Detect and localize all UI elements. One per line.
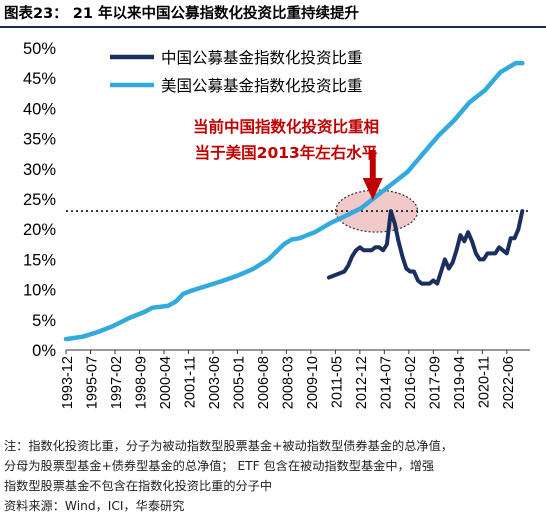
annotation-text: 当前中国指数化投资比重相 (193, 117, 379, 136)
x-tick-label: 2000-04 (158, 356, 174, 409)
notes-block: 注：指数化投资比重，分子为被动指数型股票基金+被动指数型债券基金的总净值， 分母… (4, 436, 542, 516)
x-tick-label: 2019-04 (452, 356, 468, 409)
x-tick-label: 2009-10 (305, 356, 321, 409)
series-line-usa (63, 60, 525, 342)
x-tick-label: 2022-06 (501, 356, 517, 409)
x-tick-label: 1998-09 (133, 356, 149, 409)
note-line: 指数型股票基金不包含在指数化投资比重的分子中 (4, 479, 273, 493)
x-tick-label: 2001-11 (182, 356, 198, 408)
axes: 0% 5% 10% 15% 20% 25% 30% 35% 40% 45% 50% 1993-12 19… (23, 40, 530, 409)
annotation-text: 当于美国2013年左右水平 (195, 143, 378, 162)
y-tick-label: 25% (23, 191, 56, 209)
x-tick-label: 2006-08 (256, 356, 272, 409)
x-tick-label: 2017-09 (427, 356, 443, 409)
x-tick-label: 1995-07 (84, 356, 100, 409)
note-line: 注：指数化投资比重，分子为被动指数型股票基金+被动指数型债券基金的总净值， (4, 439, 453, 453)
x-tick-label: 2016-02 (403, 356, 419, 409)
y-tick-label: 5% (32, 312, 56, 330)
annotation-arrow-head (362, 178, 383, 200)
note-line: 分母为股票型基金+债券型基金的总净值； ETF 包含在被动指数型基金中，增强 (4, 459, 435, 473)
y-tick-label: 40% (23, 100, 56, 118)
y-tick-label: 45% (23, 70, 56, 88)
annotation-arrow-shaft (369, 150, 376, 180)
y-tick-label: 0% (32, 342, 56, 360)
y-tick-label: 20% (23, 221, 56, 239)
x-tick-label: 2014-07 (378, 356, 394, 409)
x-tick-label: 2008-03 (280, 356, 296, 409)
series-line-china (326, 209, 525, 286)
y-tick-label: 15% (23, 251, 56, 269)
x-tick-label: 2012-12 (354, 356, 370, 409)
x-tick-label: 1993-12 (60, 356, 76, 409)
source-line: 资料来源：Wind，ICI，华泰研究 (4, 499, 185, 513)
x-tick-label: 2011-05 (329, 356, 345, 408)
y-tick-label: 30% (23, 161, 56, 179)
reference-line-group (66, 189, 530, 233)
y-tick-label: 50% (23, 40, 56, 58)
x-tick-label: 2005-01 (231, 356, 247, 409)
legend-label: 中国公募基金指数化投资比重 (161, 49, 363, 67)
title-rule (0, 26, 546, 28)
y-tick-label: 35% (23, 131, 56, 149)
x-tick-label: 2020-11 (476, 356, 492, 408)
x-tick-label: 2003-06 (207, 356, 223, 409)
line-chart: 0% 5% 10% 15% 20% 25% 30% 35% 40% 45% 50% 1993-12 19… (23, 40, 530, 409)
chart-title: 图表23： 21 年以来中国公募指数化投资比重持续提升 (4, 6, 359, 22)
y-tick-label: 10% (23, 282, 56, 300)
x-tick-label: 1997-02 (109, 356, 125, 409)
legend-label: 美国公募基金指数化投资比重 (161, 77, 363, 95)
series-lines (63, 60, 525, 342)
